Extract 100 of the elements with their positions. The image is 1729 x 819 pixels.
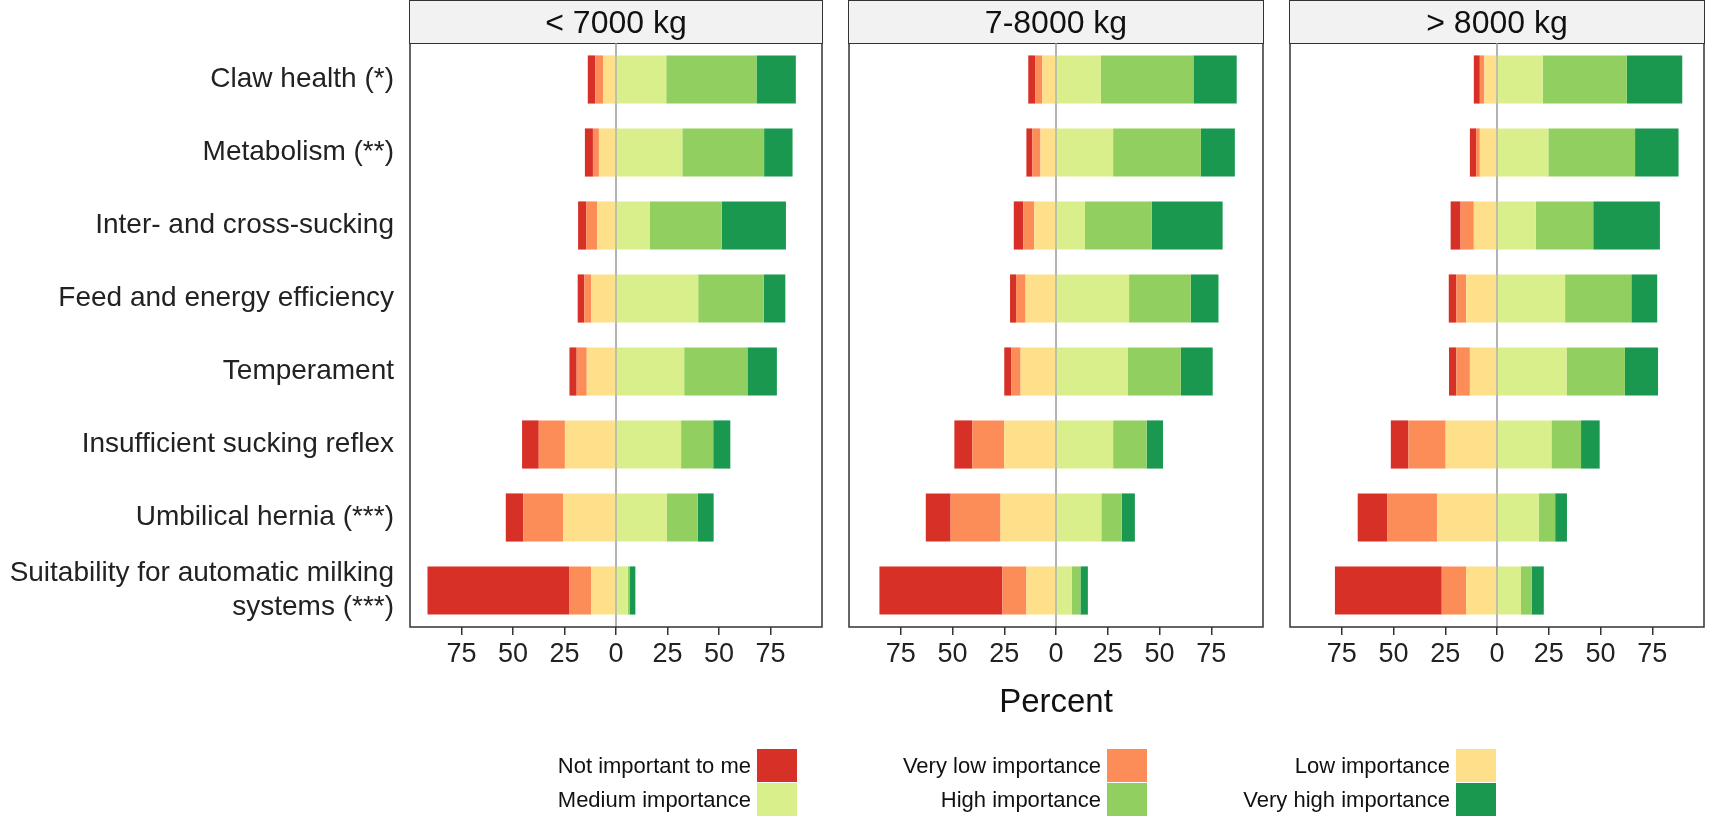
bar: [563, 493, 616, 542]
x-tick-label: 25: [549, 637, 580, 668]
bar: [584, 128, 593, 177]
bar: [1040, 128, 1056, 177]
bar: [1100, 55, 1194, 104]
bar: [763, 274, 786, 323]
bar: [649, 201, 722, 250]
bar: [427, 566, 570, 615]
y-tick-label: Umbilical hernia (***): [135, 500, 394, 532]
bar: [595, 55, 604, 104]
bar: [1080, 566, 1088, 615]
bar: [616, 55, 667, 104]
x-tick-label: 0: [608, 637, 624, 668]
y-tick-label: Inter- and cross-sucking: [95, 208, 394, 240]
bar: [1025, 274, 1056, 323]
y-tick-label: Claw health (*): [210, 62, 394, 94]
bar: [1535, 201, 1594, 250]
bar: [950, 493, 1001, 542]
bar: [505, 493, 524, 542]
bar: [1497, 420, 1552, 469]
bar: [684, 347, 748, 396]
bar: [1042, 55, 1056, 104]
legend-label: Medium importance: [557, 786, 751, 813]
bar: [1551, 420, 1582, 469]
y-tick-label: Feed and energy efficiency: [58, 281, 394, 313]
bar: [1565, 274, 1632, 323]
bar: [1390, 420, 1409, 469]
x-tick-label: 75: [755, 637, 786, 668]
bar: [569, 566, 592, 615]
bar: [1631, 274, 1658, 323]
bar: [1026, 566, 1056, 615]
bar: [1635, 128, 1679, 177]
legend-label: Very low importance: [902, 752, 1101, 779]
bar: [1056, 566, 1072, 615]
bar: [1469, 128, 1477, 177]
bar: [523, 493, 564, 542]
y-tick-label: Metabolism (**): [202, 135, 394, 167]
bar: [1484, 55, 1497, 104]
bar: [879, 566, 1003, 615]
x-tick-label: 25: [652, 637, 683, 668]
bar: [1466, 274, 1497, 323]
bar: [1193, 55, 1237, 104]
x-tick-label: 75: [446, 637, 477, 668]
x-tick-label: 25: [1092, 637, 1123, 668]
x-tick-label: 75: [1326, 637, 1357, 668]
bar: [698, 274, 764, 323]
bar: [522, 420, 539, 469]
bar: [756, 55, 796, 104]
bar: [972, 420, 1005, 469]
bar: [1084, 201, 1152, 250]
bar: [1531, 566, 1544, 615]
bar: [1002, 566, 1027, 615]
bar: [1334, 566, 1442, 615]
bar: [1466, 566, 1497, 615]
bar: [1034, 201, 1056, 250]
bar: [1473, 201, 1497, 250]
x-tick-label: 50: [497, 637, 529, 668]
bar: [586, 347, 616, 396]
bar: [954, 420, 973, 469]
bar: [1071, 566, 1081, 615]
bar: [598, 128, 616, 177]
x-tick-label: 25: [1533, 637, 1564, 668]
bar: [1473, 55, 1480, 104]
bar: [1016, 274, 1026, 323]
bar: [1026, 128, 1033, 177]
bar: [1581, 420, 1600, 469]
bar: [591, 274, 616, 323]
bar: [1521, 566, 1532, 615]
bar: [1626, 55, 1683, 104]
bar: [538, 420, 565, 469]
bar: [1056, 493, 1102, 542]
bar: [1497, 274, 1566, 323]
panel-header: 7-8000 kg: [848, 0, 1264, 44]
bar: [1004, 420, 1056, 469]
bar: [747, 347, 777, 396]
x-tick-label: 25: [1430, 637, 1461, 668]
bar: [577, 274, 585, 323]
bar: [1497, 201, 1536, 250]
bar: [616, 201, 650, 250]
bar: [1408, 420, 1446, 469]
bar: [630, 566, 636, 615]
bar: [1056, 128, 1114, 177]
bar: [1497, 347, 1567, 396]
bar: [1497, 128, 1549, 177]
bar: [1113, 420, 1147, 469]
bar: [1023, 201, 1035, 250]
bar: [1456, 347, 1470, 396]
bar: [1497, 493, 1539, 542]
bar: [1476, 128, 1480, 177]
x-tick-label: 50: [1144, 637, 1175, 668]
bar: [1460, 201, 1474, 250]
legend-label: Very high importance: [1243, 786, 1450, 813]
bar: [616, 274, 699, 323]
bar: [1035, 55, 1043, 104]
bar: [764, 128, 793, 177]
bar: [682, 128, 765, 177]
bar: [681, 420, 714, 469]
bar: [1566, 347, 1625, 396]
bar: [1479, 128, 1497, 177]
bar: [564, 420, 616, 469]
